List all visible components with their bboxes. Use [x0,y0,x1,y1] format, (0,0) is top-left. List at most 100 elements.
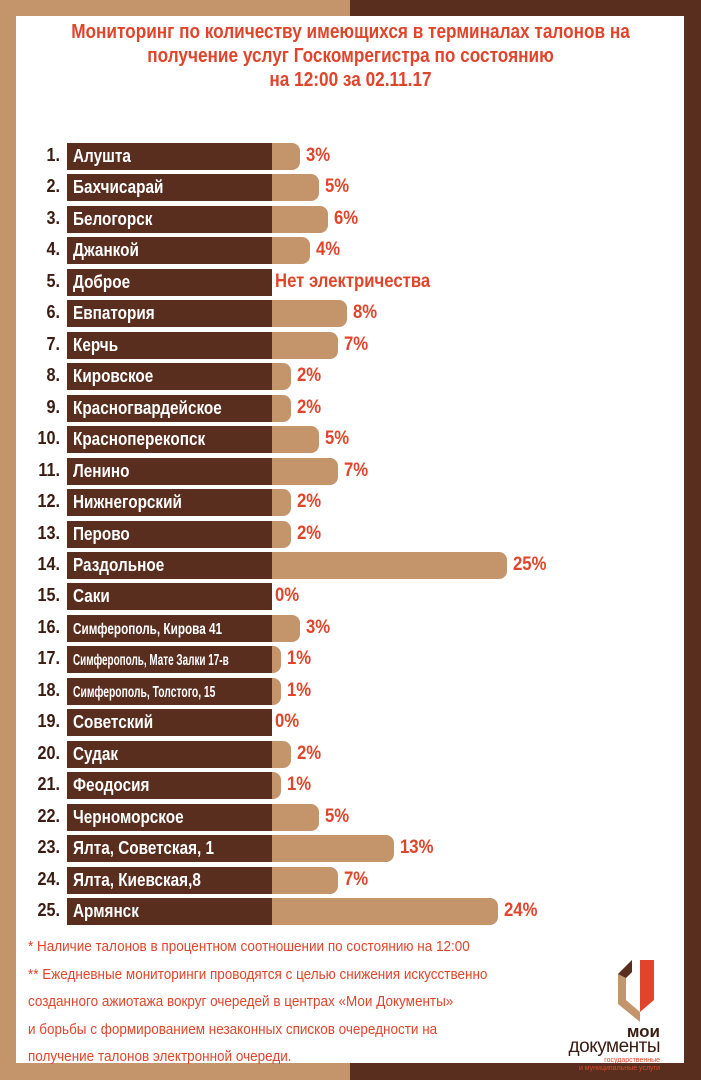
row-label: Керчь [73,334,119,355]
value-label: 2% [296,491,321,513]
row-label: Белогорск [73,208,153,229]
value-label: 1% [287,648,312,670]
row-label-box: Красногвардейское [67,394,272,422]
value-label: 7% [343,333,368,355]
row-label-box: Симферополь, Толстого, 15 [67,677,272,705]
value-label: 7% [343,459,368,481]
bar [272,772,282,800]
value-label: 3% [306,616,331,638]
value-label: 5% [325,428,350,450]
row-number: 17. [37,648,60,669]
chart-row: 16. Симферополь, Кирова 41 3% [0,614,701,642]
row-label: Нижнегорский [73,492,182,513]
row-number: 2. [46,176,60,197]
row-number: 25. [37,900,60,921]
chart-row: 18. Симферополь, Толстого, 15 1% [0,677,701,705]
row-label-box: Армянск [67,898,272,926]
logo-sub-2: и муниципальные услуги [578,1065,660,1072]
row-label-box: Алушта [67,143,272,170]
bar [272,426,319,454]
row-number: 13. [37,522,60,543]
row-number: 22. [37,805,60,826]
chart-row: 23. Ялта, Советская, 1 13% [0,835,701,863]
footnote-3: созданного ажиотажа вокруг очередей в це… [28,993,454,1010]
bar [272,835,395,863]
moi-dokumenty-logo: мои документы государственные и муниципа… [528,960,668,1072]
value-label: 0% [275,585,300,607]
bar [272,551,507,579]
chart-row: 6. Евпатория 8% [0,300,701,328]
row-label-box: Красноперекопск [67,426,272,454]
row-number: 7. [46,333,60,354]
row-label: Симферополь, Толстого, 15 [73,683,216,701]
bar [272,677,282,705]
chart-row: 17. Симферополь, Мате Залки 17-в 1% [0,646,701,674]
value-label: 4% [315,239,340,261]
chart-row: 10. Красноперекопск 5% [0,426,701,454]
row-label-box: Судак [67,740,272,768]
row-label-box: Доброе [67,268,272,296]
row-label: Доброе [73,271,131,292]
row-label: Армянск [73,901,139,922]
bar [272,866,338,894]
row-number: 10. [37,428,60,449]
bar [272,457,338,485]
value-label: 0% [275,711,300,733]
bar [272,143,301,170]
row-label: Симферополь, Мате Залки 17-в [73,652,229,670]
row-number: 4. [46,239,60,260]
row-label-box: Евпатория [67,300,272,328]
row-label: Раздольное [73,554,165,575]
logo-word-moi: мои [626,1022,660,1041]
row-number: 20. [37,742,60,763]
row-number: 18. [37,679,60,700]
value-label: 2% [296,396,321,418]
bar [272,331,338,359]
row-number: 15. [37,585,60,606]
title-line-1: Мониторинг по количеству имеющихся в тер… [71,21,630,43]
row-number: 6. [46,302,60,323]
value-label: 5% [325,176,350,198]
row-number: 8. [46,365,60,386]
row-number: 23. [37,837,60,858]
row-label-box: Раздольное [67,551,272,579]
logo-word-dokumenty: документы [568,1036,661,1057]
bar [272,300,348,328]
chart-row: 15. Саки 0% [0,583,701,611]
row-label: Симферополь, Кирова 41 [73,620,223,638]
row-label: Ленино [73,460,130,481]
chart-row: 4. Джанкой 4% [0,237,701,265]
row-number: 1. [46,145,60,165]
row-label: Перово [73,523,130,544]
bar [272,205,329,233]
chart-row: 24. Ялта, Киевская,8 7% [0,866,701,894]
chart-row: 2. Бахчисарай 5% [0,174,701,202]
value-label: 24% [503,900,538,922]
row-label-box: Черноморское [67,803,272,831]
row-label-box: Бахчисарай [67,174,272,202]
chart-row: 5. Доброе Нет электричества [0,268,701,296]
row-label-box: Нижнегорский [67,489,272,517]
value-label: 8% [353,302,378,324]
row-label-box: Кировское [67,363,272,391]
row-label: Кировское [73,366,154,387]
page-title: Мониторинг по количеству имеющихся в тер… [49,20,652,92]
chart-row: 9. Красногвардейское 2% [0,394,701,422]
chart-row: 8. Кировское 2% [0,363,701,391]
value-label: 7% [343,868,368,890]
row-label-box: Джанкой [67,237,272,265]
bar [272,803,319,831]
bar [272,363,291,391]
row-number: 12. [37,491,60,512]
value-label: Нет электричества [275,270,431,292]
chart-row: 25. Армянск 24% [0,898,701,926]
row-label: Ялта, Киевская,8 [73,869,201,890]
bar [272,614,301,642]
row-label: Джанкой [73,240,139,261]
row-label-box: Ялта, Советская, 1 [67,835,272,863]
row-label: Красноперекопск [73,429,206,450]
logo-emblem-icon [618,960,654,1022]
bar [272,174,319,202]
chart-row: 12. Нижнегорский 2% [0,489,701,517]
bar [272,489,291,517]
